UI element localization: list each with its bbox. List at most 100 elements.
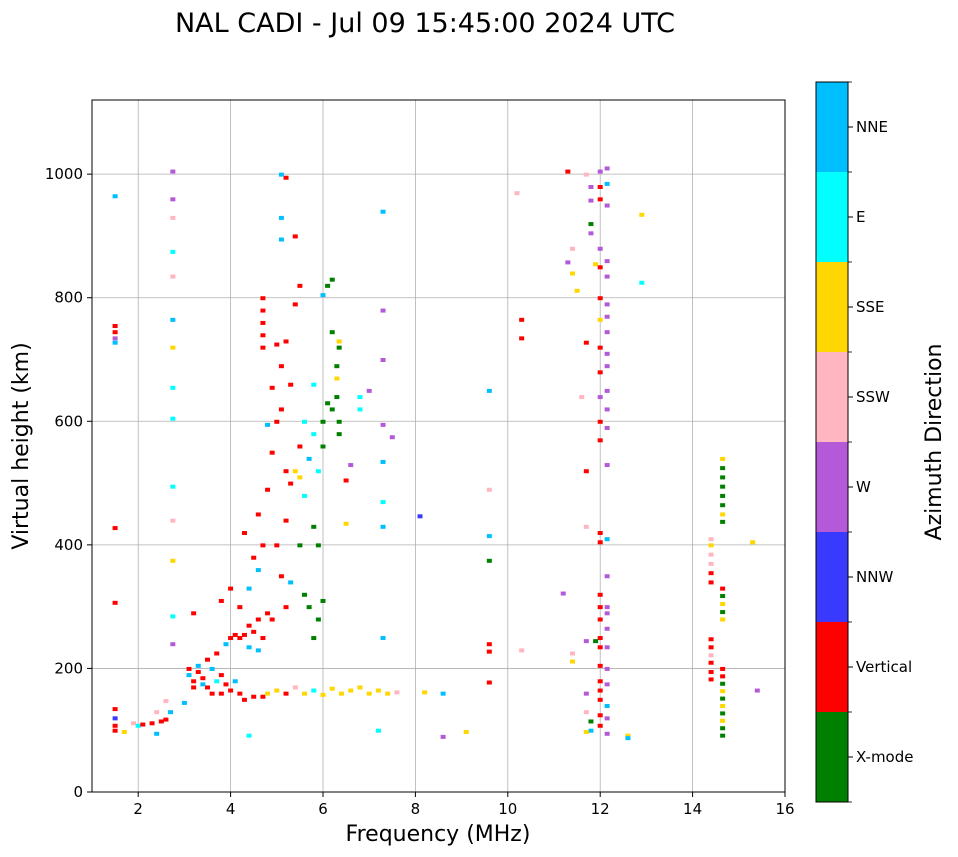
data-point <box>274 688 280 693</box>
data-point <box>720 594 726 599</box>
data-point <box>604 302 610 307</box>
data-point <box>149 721 155 726</box>
data-point <box>604 407 610 412</box>
data-point <box>255 648 261 653</box>
colorbar-label: X-mode <box>856 748 913 766</box>
data-point <box>604 626 610 631</box>
colorbar-swatch <box>816 712 848 802</box>
colorbar-swatch <box>816 82 848 172</box>
data-point <box>720 617 726 622</box>
data-point <box>720 726 726 731</box>
data-point <box>338 691 344 696</box>
data-point <box>579 395 585 400</box>
data-point <box>588 719 594 724</box>
data-point <box>720 666 726 671</box>
data-point <box>302 493 308 498</box>
data-point <box>205 657 210 662</box>
data-point <box>720 696 726 701</box>
data-point <box>278 237 284 242</box>
data-point <box>597 438 603 443</box>
data-point <box>278 215 284 220</box>
data-point <box>232 632 238 637</box>
data-point <box>334 395 340 400</box>
data-point <box>311 636 317 641</box>
data-point <box>588 728 594 733</box>
data-point <box>357 685 363 690</box>
data-point <box>708 561 714 566</box>
data-point <box>306 605 312 610</box>
data-point <box>343 521 349 526</box>
data-point <box>389 435 395 440</box>
data-point <box>366 388 372 393</box>
data-point <box>283 175 289 180</box>
data-point <box>228 586 234 591</box>
data-point <box>112 340 118 345</box>
data-point <box>597 663 603 668</box>
data-point <box>170 317 176 322</box>
data-point <box>255 617 261 622</box>
data-point <box>260 333 266 338</box>
data-point <box>265 487 271 492</box>
data-point <box>283 469 289 474</box>
data-point <box>336 339 342 344</box>
data-point <box>112 707 118 712</box>
colorbar-label: Vertical <box>856 658 912 676</box>
data-point <box>597 345 603 350</box>
data-point <box>320 444 326 449</box>
data-point <box>597 370 603 375</box>
data-point <box>720 711 726 716</box>
data-point <box>417 514 423 519</box>
data-point <box>604 682 610 687</box>
data-point <box>191 685 197 690</box>
data-point <box>170 558 176 563</box>
data-point <box>380 524 386 529</box>
data-point <box>278 574 284 579</box>
x-tick-label: 4 <box>226 800 236 818</box>
data-point <box>625 736 631 741</box>
data-point <box>260 320 266 325</box>
data-point <box>375 728 381 733</box>
data-point <box>708 580 714 585</box>
data-point <box>265 611 271 616</box>
axis-ticks: 2 4 6 8 10 12 14 16 0 200 400 600 800 1000 <box>45 165 795 818</box>
data-point <box>565 169 571 174</box>
data-point <box>720 519 726 524</box>
data-point <box>583 469 589 474</box>
data-point <box>569 651 575 656</box>
data-point <box>181 700 187 705</box>
y-tick-label: 200 <box>54 659 83 677</box>
data-point <box>170 416 176 421</box>
data-point <box>583 691 589 696</box>
colorbar-swatch <box>816 442 848 532</box>
data-point <box>195 670 201 675</box>
data-point <box>334 364 340 369</box>
data-point <box>569 271 575 276</box>
data-point <box>604 605 610 610</box>
x-tick-label: 12 <box>591 800 610 818</box>
data-point <box>720 681 726 686</box>
data-point <box>486 558 492 563</box>
data-point <box>251 629 257 634</box>
data-point <box>320 293 326 298</box>
data-point <box>380 422 386 427</box>
data-point <box>604 574 610 579</box>
data-point <box>754 688 760 693</box>
y-tick-label: 600 <box>54 412 83 430</box>
x-tick-label: 2 <box>133 800 143 818</box>
data-point <box>720 674 726 679</box>
data-point <box>315 469 321 474</box>
data-point <box>168 710 174 715</box>
data-point <box>170 614 176 619</box>
data-point <box>246 645 252 650</box>
data-point <box>708 537 714 542</box>
data-point <box>315 617 321 622</box>
data-point <box>246 586 252 591</box>
data-point <box>597 395 603 400</box>
data-point <box>708 543 714 548</box>
data-point <box>112 330 118 335</box>
data-point <box>720 689 726 694</box>
data-point <box>422 690 428 695</box>
data-point <box>246 623 252 628</box>
data-point <box>720 484 726 489</box>
data-point <box>604 425 610 430</box>
